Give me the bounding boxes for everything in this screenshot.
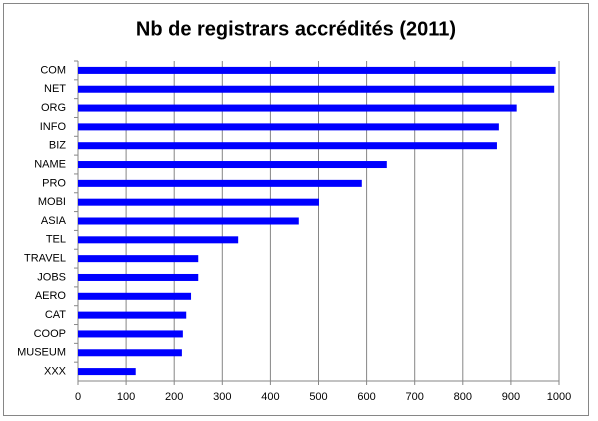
y-tick-label: AERO (35, 290, 67, 302)
x-tick-label: 500 (309, 391, 327, 403)
bar (78, 236, 239, 244)
x-tick-label: 400 (261, 391, 279, 403)
y-tick-label: XXX (44, 365, 67, 377)
y-tick-label: PRO (42, 177, 66, 189)
y-tick-label: INFO (40, 121, 67, 133)
x-tick-label: 0 (75, 391, 81, 403)
bar (78, 104, 517, 112)
y-tick-label: ASIA (41, 215, 67, 227)
y-tick-label: NET (44, 83, 66, 95)
bar (78, 161, 387, 169)
y-tick-label: COM (40, 64, 66, 76)
bar (78, 368, 136, 376)
bar (78, 330, 183, 338)
chart-title: Nb de registrars accrédités (2011) (136, 18, 456, 40)
x-tick-label: 100 (117, 391, 135, 403)
bar (78, 217, 299, 225)
y-tick-label: JOBS (37, 271, 66, 283)
x-tick-label: 200 (165, 391, 183, 403)
bar (78, 311, 187, 319)
bar (78, 292, 192, 300)
bar (78, 66, 556, 74)
bar (78, 179, 362, 187)
y-tick-label: TEL (46, 234, 66, 246)
y-tick-label: BIZ (49, 140, 66, 152)
bar (78, 123, 499, 131)
y-tick-label: NAME (34, 158, 66, 170)
bar (78, 142, 497, 150)
y-tick-label: ORG (41, 102, 66, 114)
bar (78, 349, 182, 357)
bar (78, 255, 199, 263)
y-tick-label: TRAVEL (24, 253, 66, 265)
x-tick-label: 800 (454, 391, 472, 403)
bar (78, 273, 199, 281)
x-tick-label: 300 (213, 391, 231, 403)
x-tick-label: 600 (357, 391, 375, 403)
y-tick-label: MUSEUM (17, 347, 66, 359)
bar (78, 85, 555, 93)
y-tick-label: COOP (34, 328, 66, 340)
x-tick-label: 900 (502, 391, 520, 403)
y-tick-label: CAT (45, 309, 66, 321)
x-tick-label: 1000 (547, 391, 571, 403)
bar (78, 198, 319, 206)
y-tick-label: MOBI (38, 196, 66, 208)
x-tick-label: 700 (406, 391, 424, 403)
